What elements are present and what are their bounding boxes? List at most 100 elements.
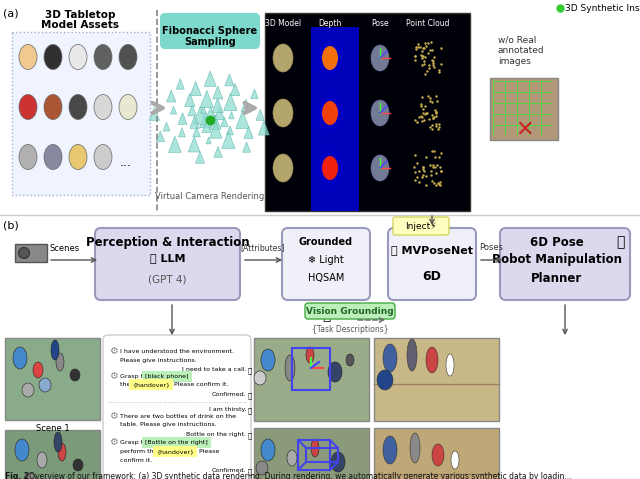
Text: w/o Real: w/o Real <box>498 35 536 44</box>
Ellipse shape <box>432 444 444 466</box>
Polygon shape <box>188 137 200 152</box>
Text: the: the <box>120 382 132 387</box>
Ellipse shape <box>371 45 389 71</box>
Bar <box>5 338 100 420</box>
Polygon shape <box>200 91 213 108</box>
Ellipse shape <box>410 433 420 463</box>
Ellipse shape <box>94 45 112 69</box>
Text: Overview of our framework: (a) 3D synthetic data rendering. During rendering, we: Overview of our framework: (a) 3D synthe… <box>22 472 572 479</box>
Ellipse shape <box>322 101 338 125</box>
Ellipse shape <box>377 370 393 390</box>
Polygon shape <box>170 106 177 114</box>
Text: 👤: 👤 <box>248 367 252 374</box>
Polygon shape <box>214 107 225 120</box>
Text: images: images <box>498 57 531 66</box>
Text: 🦾: 🦾 <box>616 235 624 249</box>
FancyBboxPatch shape <box>282 228 370 300</box>
Ellipse shape <box>273 154 293 182</box>
Text: table. Please give instructions.: table. Please give instructions. <box>120 422 216 427</box>
Text: Inject⚡: Inject⚡ <box>405 221 437 230</box>
Text: I need to take a call.: I need to take a call. <box>182 367 246 372</box>
Bar <box>374 338 499 421</box>
Text: (a): (a) <box>3 8 19 18</box>
Text: Virtual Camera Rendering: Virtual Camera Rendering <box>156 192 264 201</box>
Ellipse shape <box>311 439 319 457</box>
Ellipse shape <box>94 145 112 170</box>
Polygon shape <box>206 107 215 118</box>
Polygon shape <box>259 121 269 135</box>
FancyArrowPatch shape <box>152 103 163 113</box>
FancyBboxPatch shape <box>305 303 395 319</box>
Bar <box>15 244 47 262</box>
Ellipse shape <box>37 452 47 468</box>
Text: [black phone]: [black phone] <box>145 374 189 379</box>
Text: I am thirsty.: I am thirsty. <box>209 407 246 412</box>
Ellipse shape <box>33 362 43 378</box>
Ellipse shape <box>94 94 112 119</box>
Bar <box>254 428 369 479</box>
Text: 3D Model: 3D Model <box>265 19 301 27</box>
Bar <box>311 27 359 211</box>
Text: Fibonacci Sphere: Fibonacci Sphere <box>163 26 257 36</box>
Ellipse shape <box>446 354 454 376</box>
Bar <box>12 32 150 195</box>
Ellipse shape <box>317 40 343 76</box>
Polygon shape <box>168 136 181 152</box>
Text: Fig. 2: Fig. 2 <box>5 472 29 479</box>
Text: 👤: 👤 <box>248 432 252 439</box>
FancyArrowPatch shape <box>244 103 255 113</box>
Polygon shape <box>243 142 250 152</box>
Ellipse shape <box>317 95 343 131</box>
Polygon shape <box>209 114 221 129</box>
FancyBboxPatch shape <box>103 335 251 479</box>
Ellipse shape <box>371 100 389 126</box>
FancyBboxPatch shape <box>393 217 449 235</box>
Ellipse shape <box>331 452 345 472</box>
Ellipse shape <box>322 156 338 180</box>
Ellipse shape <box>119 45 137 69</box>
Text: 👤: 👤 <box>248 468 252 475</box>
Polygon shape <box>179 128 186 137</box>
Text: Point Cloud: Point Cloud <box>406 19 450 27</box>
Ellipse shape <box>15 439 29 461</box>
Text: . Please: . Please <box>195 449 220 454</box>
Polygon shape <box>190 116 199 128</box>
Text: ⚙: ⚙ <box>109 346 117 356</box>
Text: ⚙: ⚙ <box>109 437 117 447</box>
Ellipse shape <box>44 94 62 119</box>
Polygon shape <box>156 131 164 142</box>
Ellipse shape <box>19 94 37 119</box>
Polygon shape <box>244 126 253 138</box>
Polygon shape <box>213 86 223 99</box>
Ellipse shape <box>273 44 293 72</box>
Polygon shape <box>193 106 207 124</box>
Ellipse shape <box>273 99 293 127</box>
Text: confirm it.: confirm it. <box>120 458 152 463</box>
Text: Robot Manipulation: Robot Manipulation <box>492 253 622 266</box>
Ellipse shape <box>73 459 83 471</box>
Text: Planner: Planner <box>531 272 582 285</box>
Bar <box>374 428 499 479</box>
Polygon shape <box>163 122 170 131</box>
Ellipse shape <box>51 340 59 360</box>
Polygon shape <box>204 71 216 86</box>
Ellipse shape <box>44 45 62 69</box>
Text: 🔍: 🔍 <box>322 308 330 322</box>
Polygon shape <box>188 105 196 116</box>
Text: Depth: Depth <box>318 19 342 27</box>
Text: Sampling: Sampling <box>184 37 236 47</box>
Polygon shape <box>206 137 211 144</box>
FancyBboxPatch shape <box>95 228 240 300</box>
Ellipse shape <box>19 45 37 69</box>
Polygon shape <box>230 83 240 96</box>
Text: (b): (b) <box>3 220 19 230</box>
Ellipse shape <box>287 450 297 466</box>
Polygon shape <box>190 81 201 96</box>
Bar <box>5 430 100 479</box>
Text: Grasp the: Grasp the <box>120 374 153 379</box>
Ellipse shape <box>54 432 62 452</box>
Text: 🔥 MVPoseNet: 🔥 MVPoseNet <box>391 245 473 255</box>
FancyBboxPatch shape <box>500 228 630 300</box>
Text: ...: ... <box>120 156 132 169</box>
Polygon shape <box>201 106 206 114</box>
